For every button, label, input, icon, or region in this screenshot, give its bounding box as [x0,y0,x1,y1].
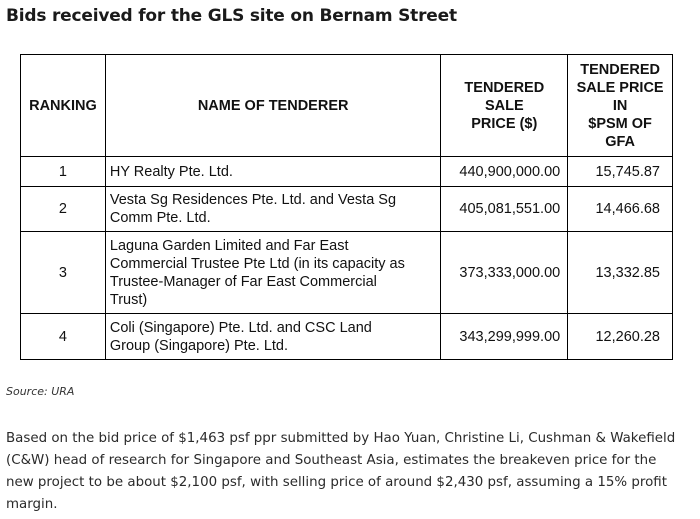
header-tendered-sale-price: TENDERED SALE PRICE ($) [440,54,569,157]
tenderer-name-line: HY Realty Pte. Ltd. [109,163,233,180]
tenderer-name-cell: HY Realty Pte. Ltd. [104,156,442,187]
bids-table: RANKING NAME OF TENDERER TENDERED SALE P… [20,54,673,360]
tendered-price-cell: 440,900,000.00 [440,156,569,187]
header-psm-line: TENDERED [580,61,660,78]
tenderer-name-line: Group (Singapore) Pte. Ltd. [109,337,289,354]
table-row: 3 Laguna Garden Limited and Far East Com… [20,231,673,314]
price-psm-cell: 13,332.85 [567,231,673,314]
tenderer-name-line: Comm Pte. Ltd. [109,210,211,226]
tenderer-name-line: Trust) [109,291,148,308]
tenderer-name-line: Trustee-Manager of Far East Commercial [109,273,377,290]
header-psm-line: $PSM OF [588,115,652,132]
price-psm-cell: 12,260.28 [567,313,673,360]
rank-cell: 4 [20,313,106,360]
tenderer-name-cell: Coli (Singapore) Pte. Ltd. and CSC Land … [104,313,442,360]
table-row: 4 Coli (Singapore) Pte. Ltd. and CSC Lan… [20,313,673,360]
tendered-price-cell: 373,333,000.00 [440,231,569,314]
table-row: 2 Vesta Sg Residences Pte. Ltd. and Vest… [20,186,673,232]
header-price-psm-gfa: TENDERED SALE PRICE IN $PSM OF GFA [567,54,673,157]
price-psm-cell: 15,745.87 [567,156,673,187]
table-heading: Bids received for the GLS site on Bernam… [6,6,457,26]
price-psm-cell: 14,466.68 [567,186,673,232]
header-price-line: TENDERED [464,79,545,96]
paragraph-line: new project to be about $2,100 psf, with… [6,475,667,490]
header-ranking: RANKING [20,54,106,157]
table-row: 1 HY Realty Pte. Ltd. 440,900,000.00 15,… [20,156,673,187]
header-psm-line: IN [612,97,628,114]
header-price-line: PRICE ($) [471,115,538,132]
tenderer-name-line: Vesta Sg Residences Pte. Ltd. and Vesta … [109,192,397,208]
table-header-row: RANKING NAME OF TENDERER TENDERED SALE P… [20,54,673,157]
tenderer-name-line: Commercial Trustee Pte Ltd (in its capac… [109,255,405,272]
tenderer-name-cell: Laguna Garden Limited and Far East Comme… [104,231,442,314]
header-psm-line: SALE PRICE [576,79,664,96]
rank-cell: 2 [20,186,106,232]
tenderer-name-line: Laguna Garden Limited and Far East [109,237,349,254]
body-paragraph: Based on the bid price of $1,463 psf ppr… [6,428,692,516]
tenderer-name-cell: Vesta Sg Residences Pte. Ltd. and Vesta … [104,186,442,232]
header-name-of-tenderer: NAME OF TENDERER [104,54,442,157]
paragraph-line: margin. [6,497,58,512]
source-caption: Source: URA [6,385,75,398]
paragraph-line: Based on the bid price of $1,463 psf ppr… [6,431,676,446]
paragraph-line: (C&W) head of research for Singapore and… [6,453,657,468]
rank-cell: 1 [20,156,106,187]
tendered-price-cell: 343,299,999.00 [440,313,569,360]
header-price-line: SALE [484,97,524,114]
header-psm-line: GFA [605,133,635,150]
tenderer-name-line: Coli (Singapore) Pte. Ltd. and CSC Land [109,319,372,336]
tendered-price-cell: 405,081,551.00 [440,186,569,232]
rank-cell: 3 [20,231,106,314]
